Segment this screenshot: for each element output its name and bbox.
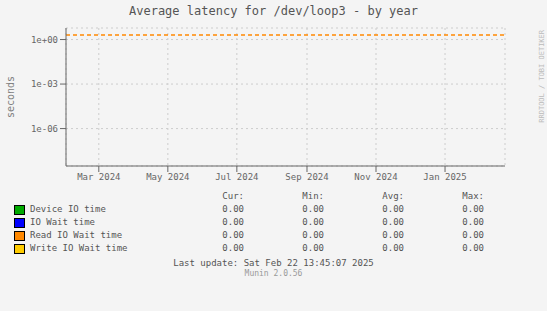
html-text:0.00: 0.00: [462, 230, 484, 240]
html-text:Munin 2.0.56: Munin 2.0.56: [244, 269, 303, 278]
svg-text:Mar 2024: Mar 2024: [77, 172, 120, 182]
svg-text:1e-06: 1e-06: [31, 124, 58, 134]
svg-text:Jul 2024: Jul 2024: [215, 172, 258, 182]
svg-text:seconds: seconds: [8, 76, 16, 118]
html-text:0.00: 0.00: [462, 204, 484, 214]
html-text:IO Wait time: IO Wait time: [30, 217, 95, 227]
html-text:Min:: Min:: [302, 191, 324, 201]
html-text:0.00: 0.00: [382, 217, 404, 227]
svg-text:Jan 2025: Jan 2025: [423, 172, 466, 182]
html-text:Device IO time: Device IO time: [30, 204, 106, 214]
html-text:Read IO Wait time: Read IO Wait time: [30, 230, 123, 240]
html-text:0.00: 0.00: [302, 243, 324, 253]
html-text:Cur:: Cur:: [222, 191, 244, 201]
html-text:0.00: 0.00: [462, 243, 484, 253]
html-text:0.00: 0.00: [382, 204, 404, 214]
html-text:0.00: 0.00: [302, 217, 324, 227]
html-text:0.00: 0.00: [302, 230, 324, 240]
svg-text:1e-03: 1e-03: [31, 79, 58, 89]
html-text:Last update: Sat Feb 22 13:45:: Last update: Sat Feb 22 13:45:07 2025: [173, 258, 374, 268]
html-text:0.00: 0.00: [382, 243, 404, 253]
html-text:Avg:: Avg:: [382, 191, 404, 201]
html-text:0.00: 0.00: [222, 243, 244, 253]
svg-text:1e+00: 1e+00: [31, 35, 58, 45]
html-text:0.00: 0.00: [462, 217, 484, 227]
html-text:Average latency for /dev/loop3: Average latency for /dev/loop3 - by year: [129, 4, 418, 18]
svg-text:Sep 2024: Sep 2024: [285, 172, 328, 182]
svg-text:Nov 2024: Nov 2024: [354, 172, 397, 182]
html-text:0.00: 0.00: [382, 230, 404, 240]
html-text:0.00: 0.00: [222, 204, 244, 214]
html-text:0.00: 0.00: [222, 230, 244, 240]
html-text:Max:: Max:: [462, 191, 484, 201]
html-text:0.00: 0.00: [302, 204, 324, 214]
html-text:Write IO Wait time: Write IO Wait time: [30, 243, 128, 253]
html-text:RRDTOOL / TOBI OETIKER: RRDTOOL / TOBI OETIKER: [538, 30, 546, 123]
svg-text:May 2024: May 2024: [146, 172, 189, 182]
html-text:0.00: 0.00: [222, 217, 244, 227]
